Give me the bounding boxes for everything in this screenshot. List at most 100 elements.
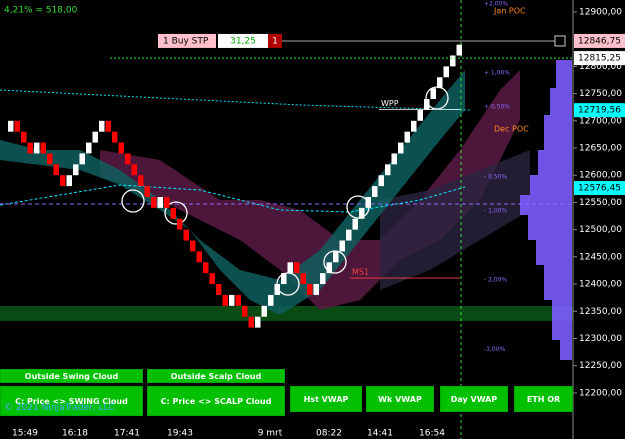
toggle-button[interactable]: ETH OR	[514, 386, 573, 412]
renko-brick	[157, 196, 163, 208]
renko-brick	[411, 120, 417, 132]
renko-brick	[437, 77, 443, 89]
price-tag-box	[574, 33, 625, 48]
renko-brick	[456, 44, 462, 56]
marker-circle	[164, 201, 188, 225]
annotation: MS1	[352, 268, 369, 277]
renko-brick	[346, 229, 352, 241]
renko-brick	[365, 196, 371, 208]
toggle-button[interactable]: Day VWAP	[440, 386, 508, 412]
renko-brick	[164, 196, 170, 208]
x-tick-label: 19:43	[167, 429, 193, 439]
renko-brick	[183, 229, 189, 241]
renko-brick	[112, 131, 118, 143]
renko-brick	[118, 142, 124, 154]
y-tick-label: 12600,00	[579, 171, 622, 181]
renko-brick	[86, 142, 92, 154]
renko-brick	[248, 316, 254, 328]
renko-brick	[417, 109, 423, 121]
renko-brick	[14, 120, 20, 132]
annotation: WPP	[381, 99, 399, 108]
renko-brick	[92, 131, 98, 143]
renko-brick	[53, 164, 59, 176]
order-label: 1 Buy STP	[163, 36, 209, 46]
renko-brick	[339, 240, 345, 252]
renko-brick	[281, 273, 287, 285]
vwap-lower-line	[0, 184, 466, 213]
toggle-button[interactable]: Outside Swing Cloud	[0, 369, 143, 383]
renko-brick	[40, 142, 46, 154]
level-label: + 1,00%	[484, 69, 510, 76]
outer-cloud	[380, 150, 530, 290]
renko-brick	[385, 164, 391, 176]
renko-brick	[430, 88, 436, 100]
level-label: -3,00%	[484, 346, 506, 353]
renko-brick	[66, 175, 72, 187]
renko-brick	[34, 142, 40, 154]
x-tick-label: 15:49	[12, 429, 38, 439]
renko-brick	[352, 218, 358, 230]
renko-brick	[144, 186, 150, 197]
renko-brick	[404, 131, 410, 143]
level-label: - 1,00%	[484, 208, 507, 215]
renko-brick	[138, 175, 144, 187]
renko-brick	[274, 284, 280, 295]
renko-brick	[21, 131, 27, 143]
y-tick-label: 12900,00	[579, 7, 622, 17]
y-tick-label: 12300,00	[579, 334, 622, 344]
y-tick-label: 12450,00	[579, 252, 622, 262]
vwap-line	[0, 89, 471, 111]
y-tick-label: 12650,00	[579, 144, 622, 154]
order-price-box	[218, 33, 268, 48]
renko-brick	[372, 186, 378, 197]
renko-brick	[359, 207, 365, 219]
x-tick-label: 08:22	[316, 429, 342, 439]
order-label-box	[158, 33, 216, 48]
renko-brick	[131, 164, 137, 176]
renko-brick	[203, 262, 209, 274]
y-tick-label: 12400,00	[579, 280, 622, 290]
toggle-button[interactable]: C: Price <> SCALP Cloud	[147, 386, 285, 416]
order-close[interactable]	[554, 35, 566, 47]
y-tick-label: 12250,00	[579, 361, 622, 371]
renko-brick	[307, 284, 313, 295]
price-tag-box	[574, 103, 625, 118]
renko-brick	[320, 273, 326, 285]
renko-brick	[177, 218, 183, 230]
renko-brick	[229, 294, 235, 306]
y-tick-label: 12200,00	[579, 388, 622, 398]
y-tick-label: 12500,00	[579, 225, 622, 235]
renko-brick	[398, 142, 404, 154]
price-tag: 12719,56	[578, 106, 621, 116]
price-tag: 12846,75	[578, 36, 621, 46]
y-tick-label: 12700,00	[579, 116, 622, 126]
renko-brick	[313, 284, 319, 295]
renko-brick	[216, 284, 222, 295]
renko-brick	[190, 240, 196, 252]
order-price: 31,25	[230, 36, 256, 46]
toggle-button[interactable]: Outside Scalp Cloud	[147, 369, 285, 383]
renko-brick	[209, 273, 215, 285]
renko-brick	[8, 120, 14, 132]
renko-brick	[424, 99, 430, 110]
x-tick-label: 17:41	[114, 429, 140, 439]
renko-brick	[378, 175, 384, 187]
renko-brick	[170, 207, 176, 219]
toggle-button[interactable]: Hst VWAP	[290, 386, 362, 412]
renko-brick	[27, 142, 33, 154]
annotation: Jan POC	[493, 6, 526, 15]
renko-brick	[79, 153, 85, 165]
toggle-button[interactable]: C: Price <> SWING Cloud	[0, 386, 143, 416]
level-label: - 0.50%	[484, 173, 507, 180]
toggle-button[interactable]: Wk VWAP	[366, 386, 434, 412]
header-text: 4,21% = 518,00	[4, 6, 78, 16]
y-tick-label: 12800,00	[579, 62, 622, 72]
order-qty: 1	[272, 36, 278, 46]
scalp-cloud	[0, 70, 465, 315]
renko-brick	[222, 294, 228, 306]
x-tick-label: 16:18	[62, 429, 88, 439]
price-tag: 12576,45	[578, 184, 621, 194]
y-tick-label: 12350,00	[579, 307, 622, 317]
